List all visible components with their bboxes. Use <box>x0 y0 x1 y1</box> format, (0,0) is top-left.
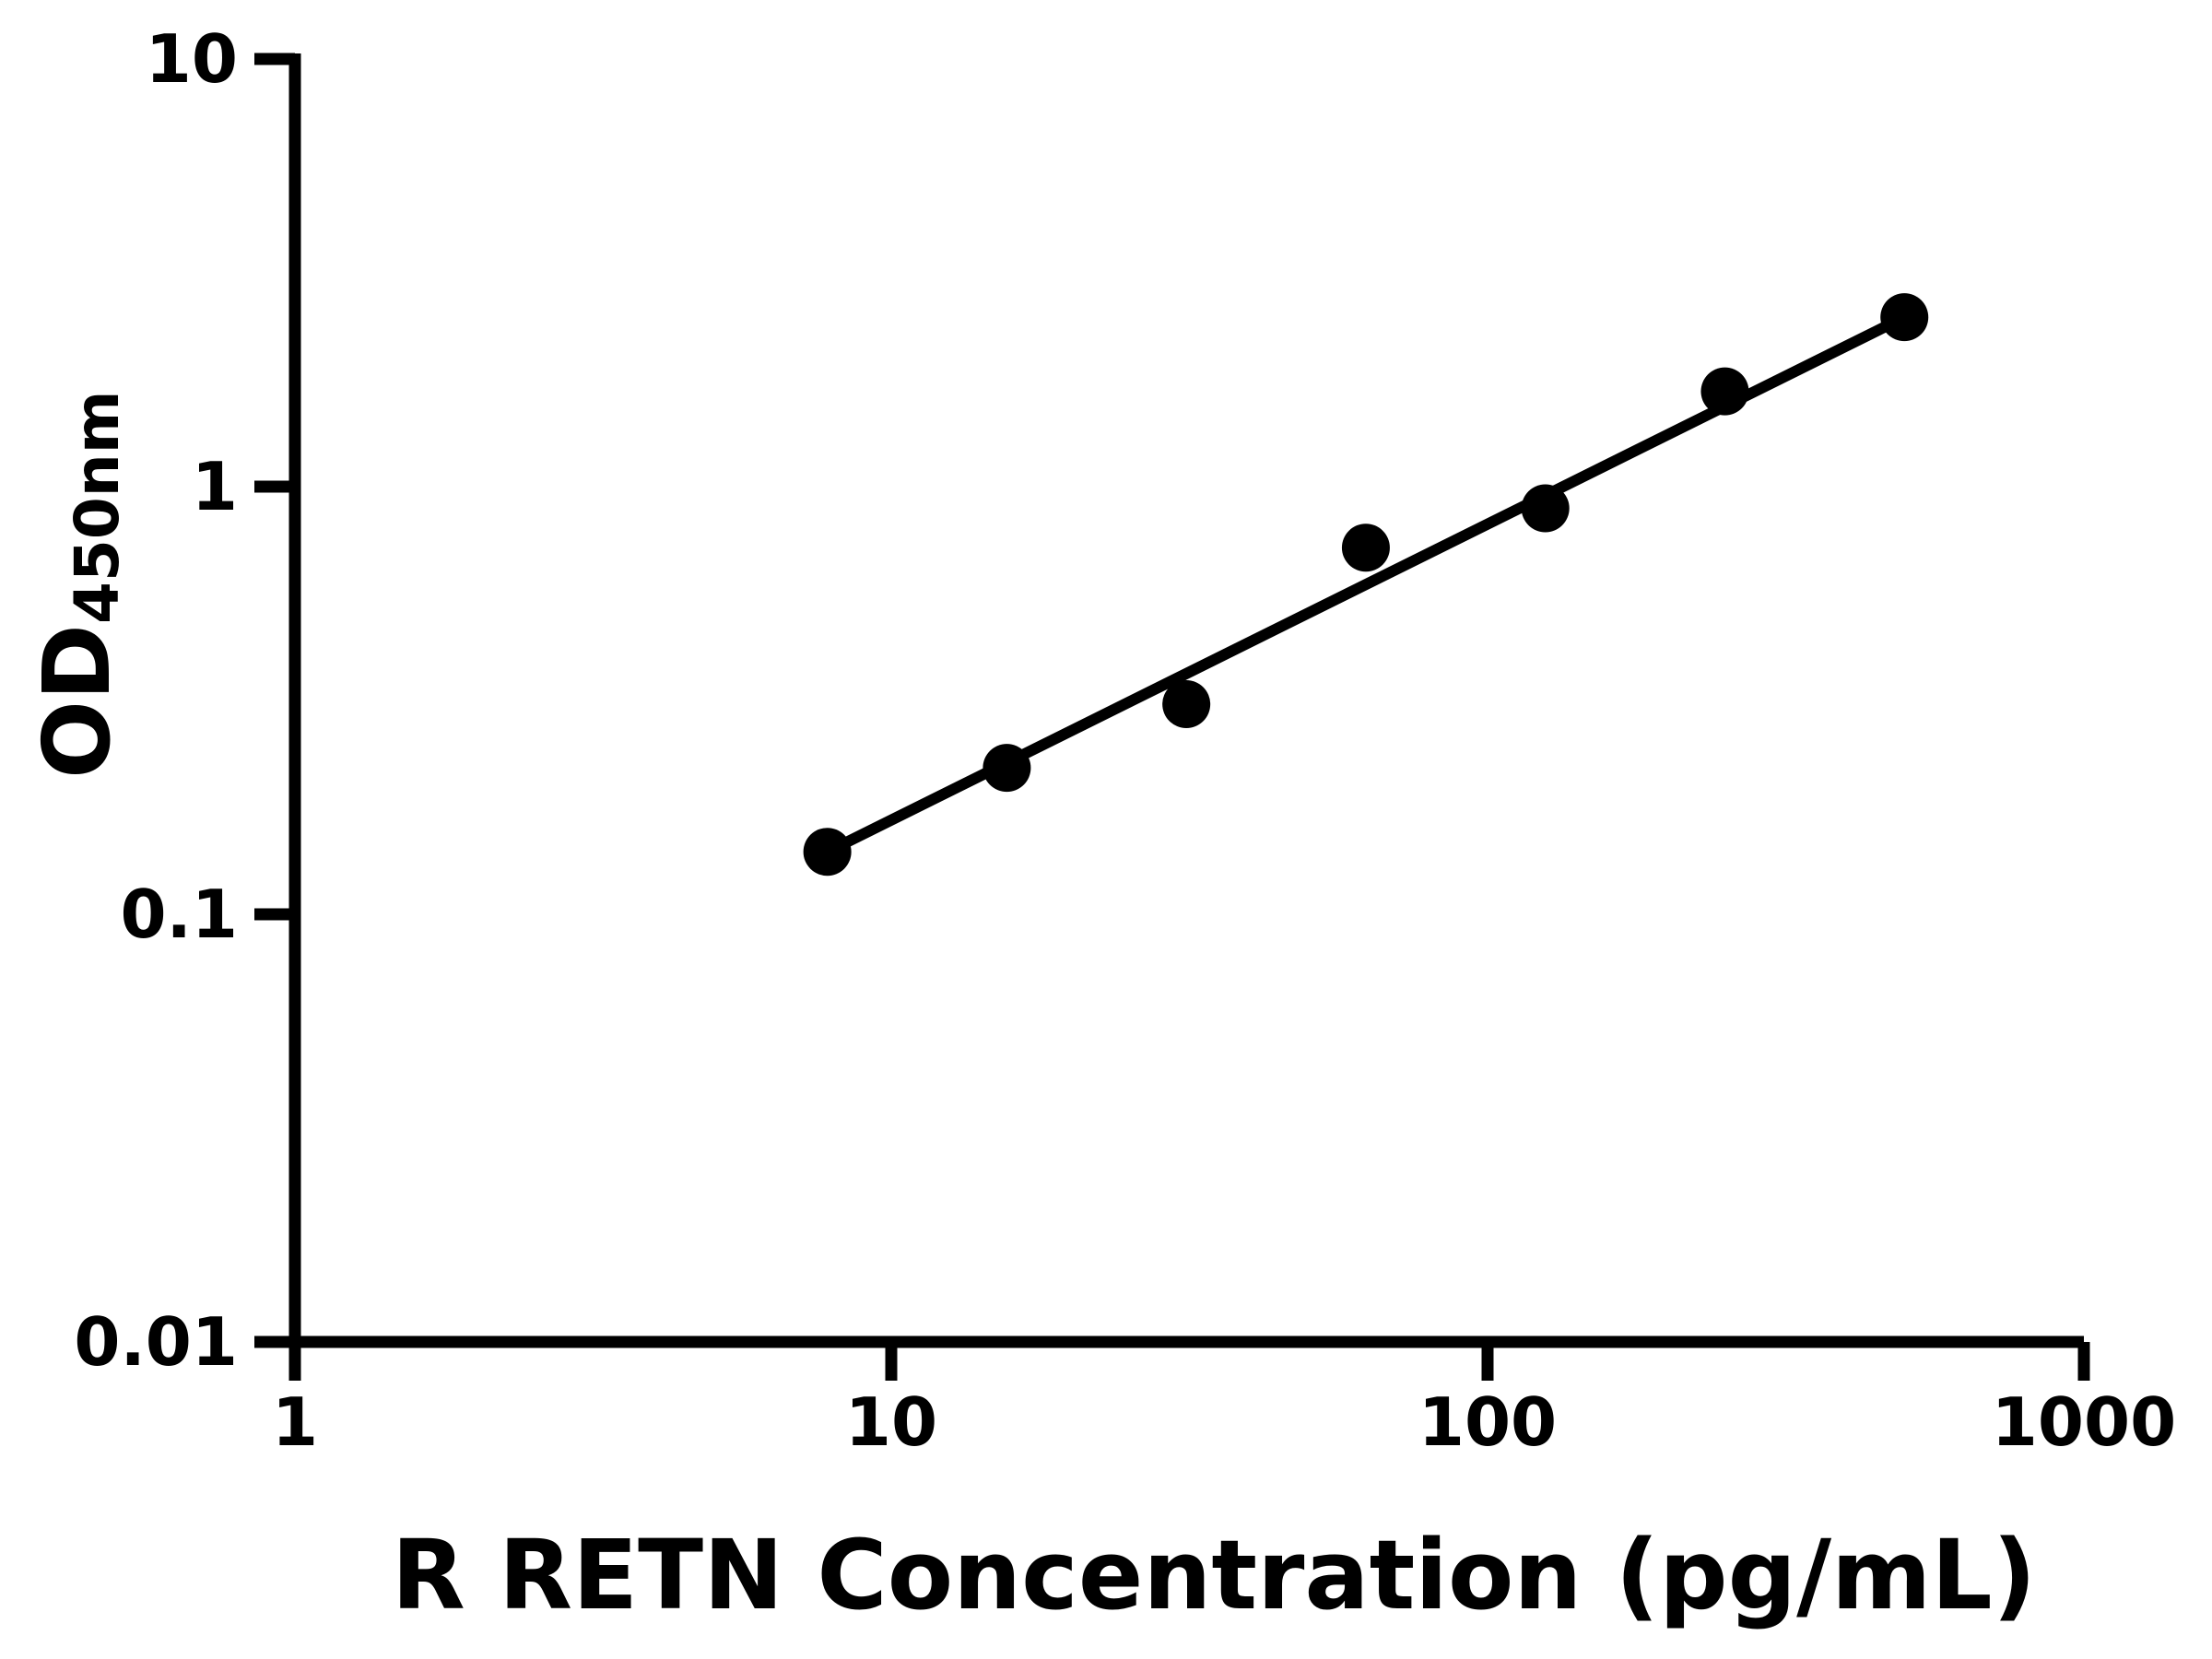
y-tick-label: 0.01 <box>74 1303 238 1381</box>
y-tick-label: 10 <box>146 20 238 98</box>
data-point <box>803 828 852 877</box>
data-point <box>1521 484 1570 533</box>
axis-ticks: 0.01 0.1 1 10 1 10 100 1000 <box>74 20 2176 1461</box>
data-point <box>1341 524 1390 572</box>
data-point <box>1700 367 1749 416</box>
y-axis-title-sub: 450nm <box>62 390 133 624</box>
x-tick-label: 100 <box>1418 1383 1557 1461</box>
data-point <box>1880 293 1929 342</box>
x-tick-label: 10 <box>845 1383 937 1461</box>
x-axis-title: R RETN Concentration (pg/mL) <box>392 1519 2036 1631</box>
y-tick-label: 1 <box>192 448 238 525</box>
x-tick-label: 1 <box>272 1383 318 1461</box>
data-point <box>982 744 1031 793</box>
axes <box>254 53 2084 1348</box>
y-axis-title-main: OD <box>23 624 131 779</box>
x-tick-label: 1000 <box>1992 1383 2176 1461</box>
y-axis-title: OD450nm <box>23 390 133 779</box>
y-tick-label: 0.1 <box>120 876 238 953</box>
data-point <box>1162 680 1211 729</box>
data-series <box>803 293 1929 877</box>
